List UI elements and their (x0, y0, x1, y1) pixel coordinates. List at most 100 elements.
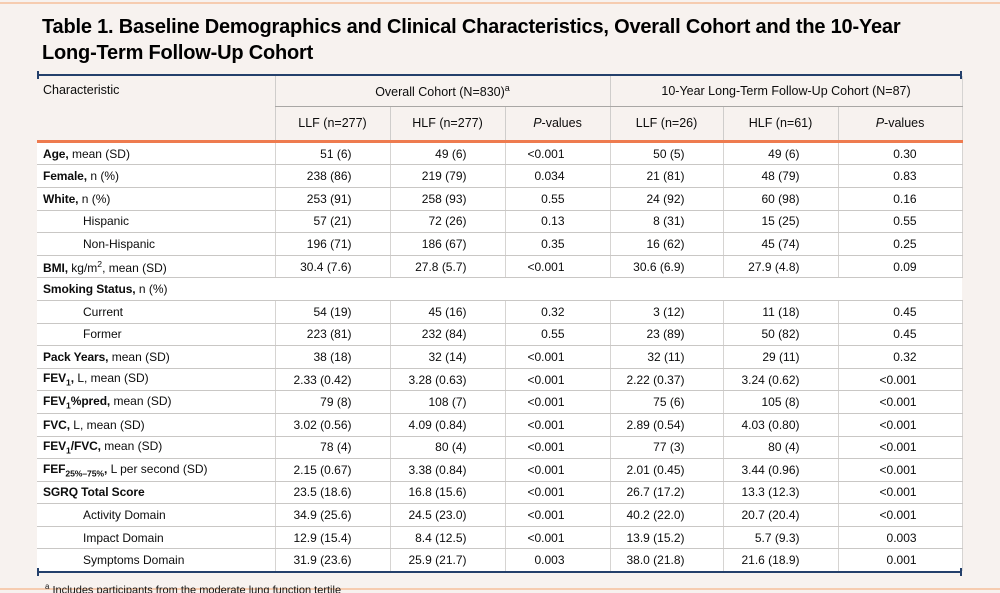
cell-value: 57 (21) (274, 210, 390, 234)
cell-value: 258 (93) (389, 187, 505, 211)
cell-value: 27.8 (5.7) (389, 255, 505, 279)
cell-value: 223 (81) (274, 323, 390, 347)
group-header-row: Characteristic Overall Cohort (N=830)a 1… (37, 75, 963, 143)
sub-header-row: LLF (n=277) HLF (n=277) P-values LLF (n=… (37, 106, 963, 143)
cell-value: 27.9 (4.8) (722, 255, 839, 279)
cell-value: <0.001 (504, 368, 611, 392)
cell-value: 34.9 (25.6) (274, 503, 390, 527)
cell-value: 105 (8) (722, 390, 839, 414)
row-label: FVC, L, mean (SD) (37, 413, 275, 437)
table-row: White, n (%) 253 (91) 258 (93) 0.55 24 (92) 6… (37, 187, 963, 211)
cell-value: 196 (71) (274, 232, 390, 256)
cell-value: 0.32 (837, 345, 963, 369)
row-label: Hispanic (37, 210, 275, 234)
demographics-table: Characteristic Overall Cohort (N=830)a 1… (37, 75, 963, 572)
cell-value: <0.001 (504, 390, 611, 414)
cell-value: 32 (14) (389, 345, 505, 369)
cell-value: 186 (67) (389, 232, 505, 256)
cell-value: 49 (6) (722, 141, 839, 166)
cell-value: 0.13 (504, 210, 611, 234)
cell-value: 13.3 (12.3) (722, 481, 839, 505)
cell-value: <0.001 (504, 141, 611, 166)
cell-value: 60 (98) (722, 187, 839, 211)
cell-value: 0.25 (837, 232, 963, 256)
cell-value: 80 (4) (722, 436, 839, 460)
cell-value: 2.01 (0.45) (609, 458, 724, 482)
cell-value: 8 (31) (609, 210, 724, 234)
cell-value: 3.44 (0.96) (722, 458, 839, 482)
table-row: Pack Years, mean (SD) 38 (18) 32 (14) <0.00… (37, 345, 963, 369)
cell-value: 0.55 (504, 187, 611, 211)
cell-value: 31.9 (23.6) (274, 548, 390, 572)
table-bottom-rule (37, 568, 962, 577)
cell-value: 79 (8) (274, 390, 390, 414)
cell-value: 0.034 (504, 164, 611, 188)
cell-value: 21.6 (18.9) (722, 548, 839, 572)
cell-value: 21 (81) (609, 164, 724, 188)
row-label: BMI, kg/m2, mean (SD) (37, 255, 275, 279)
table-header: Characteristic Overall Cohort (N=830)a 1… (37, 75, 963, 143)
cell-value: 25.9 (21.7) (389, 548, 505, 572)
followup-cohort-group-header: 10-Year Long-Term Follow-Up Cohort (N=87… (609, 75, 963, 107)
row-label: Former (37, 323, 275, 347)
cell-value: 30.4 (7.6) (274, 255, 390, 279)
cell-value: <0.001 (837, 481, 963, 505)
table-row: Non-Hispanic 196 (71) 186 (67) 0.35 16 (62) 4… (37, 232, 963, 256)
cell-value: 3.24 (0.62) (722, 368, 839, 392)
cell-value: <0.001 (837, 503, 963, 527)
column-header-pvalues-overall: P-values (504, 106, 611, 143)
cell-value: 4.09 (0.84) (389, 413, 505, 437)
cell-value: 2.22 (0.37) (609, 368, 724, 392)
cell-value: 15 (25) (722, 210, 839, 234)
cell-value: 16.8 (15.6) (389, 481, 505, 505)
table-row: FEV1, L, mean (SD) 2.33 (0.42) 3.28 (0.63)… (37, 368, 963, 392)
row-label: Activity Domain (37, 503, 275, 527)
cell-value: 0.09 (837, 255, 963, 279)
cell-value: 0.16 (837, 187, 963, 211)
cell-value: 232 (84) (389, 323, 505, 347)
cell-value: <0.001 (837, 458, 963, 482)
cell-value: 38 (18) (274, 345, 390, 369)
cell-value: 30.6 (6.9) (609, 255, 724, 279)
cell-value: 38.0 (21.8) (609, 548, 724, 572)
column-header-llf-followup: LLF (n=26) (609, 106, 724, 143)
table-row: Impact Domain 12.9 (15.4) 8.4 (12.5) <0.001… (37, 526, 963, 550)
cell-value: 8.4 (12.5) (389, 526, 505, 550)
cell-value: 26.7 (17.2) (609, 481, 724, 505)
cell-value: 3.28 (0.63) (389, 368, 505, 392)
table-body: Age, mean (SD) 51 (6) 49 (6) <0.001 50 (5) 49… (37, 141, 963, 572)
cell-value: 3.02 (0.56) (274, 413, 390, 437)
cell-value: 20.7 (20.4) (722, 503, 839, 527)
cell-value: 29 (11) (722, 345, 839, 369)
cell-value: 4.03 (0.80) (722, 413, 839, 437)
cell-value: <0.001 (504, 458, 611, 482)
table-row: Activity Domain 34.9 (25.6) 24.5 (23.0) <0.… (37, 503, 963, 527)
cell-value: 5.7 (9.3) (722, 526, 839, 550)
row-label: Female, n (%) (37, 164, 275, 188)
section-row: Smoking Status, n (%) (37, 277, 963, 301)
table-row: FVC, L, mean (SD) 3.02 (0.56) 4.09 (0.84) <… (37, 413, 963, 437)
cell-value: 2.33 (0.42) (274, 368, 390, 392)
cell-value: 2.89 (0.54) (609, 413, 724, 437)
cell-value: 0.83 (837, 164, 963, 188)
table-row: SGRQ Total Score 23.5 (18.6) 16.8 (15.6) <0… (37, 481, 963, 505)
cell-value: <0.001 (837, 390, 963, 414)
row-label: Smoking Status, n (%) (37, 277, 963, 301)
row-label: Age, mean (SD) (37, 141, 275, 166)
cell-value: <0.001 (837, 436, 963, 460)
cell-value: 0.55 (837, 210, 963, 234)
cell-value: 48 (79) (722, 164, 839, 188)
cell-value: 54 (19) (274, 300, 390, 324)
cell-value: 0.001 (837, 548, 963, 572)
cell-value: 219 (79) (389, 164, 505, 188)
row-label: Impact Domain (37, 526, 275, 550)
row-label: SGRQ Total Score (37, 481, 275, 505)
table-title: Table 1. Baseline Demographics and Clini… (42, 16, 901, 65)
cell-value: 238 (86) (274, 164, 390, 188)
table-row: Former 223 (81) 232 (84) 0.55 23 (89) 50 (82)… (37, 323, 963, 347)
row-label: FEV1%pred, mean (SD) (37, 390, 275, 414)
cell-value: 45 (74) (722, 232, 839, 256)
cell-value: 11 (18) (722, 300, 839, 324)
row-label: FEV1, L, mean (SD) (37, 368, 275, 392)
row-label: Pack Years, mean (SD) (37, 345, 275, 369)
